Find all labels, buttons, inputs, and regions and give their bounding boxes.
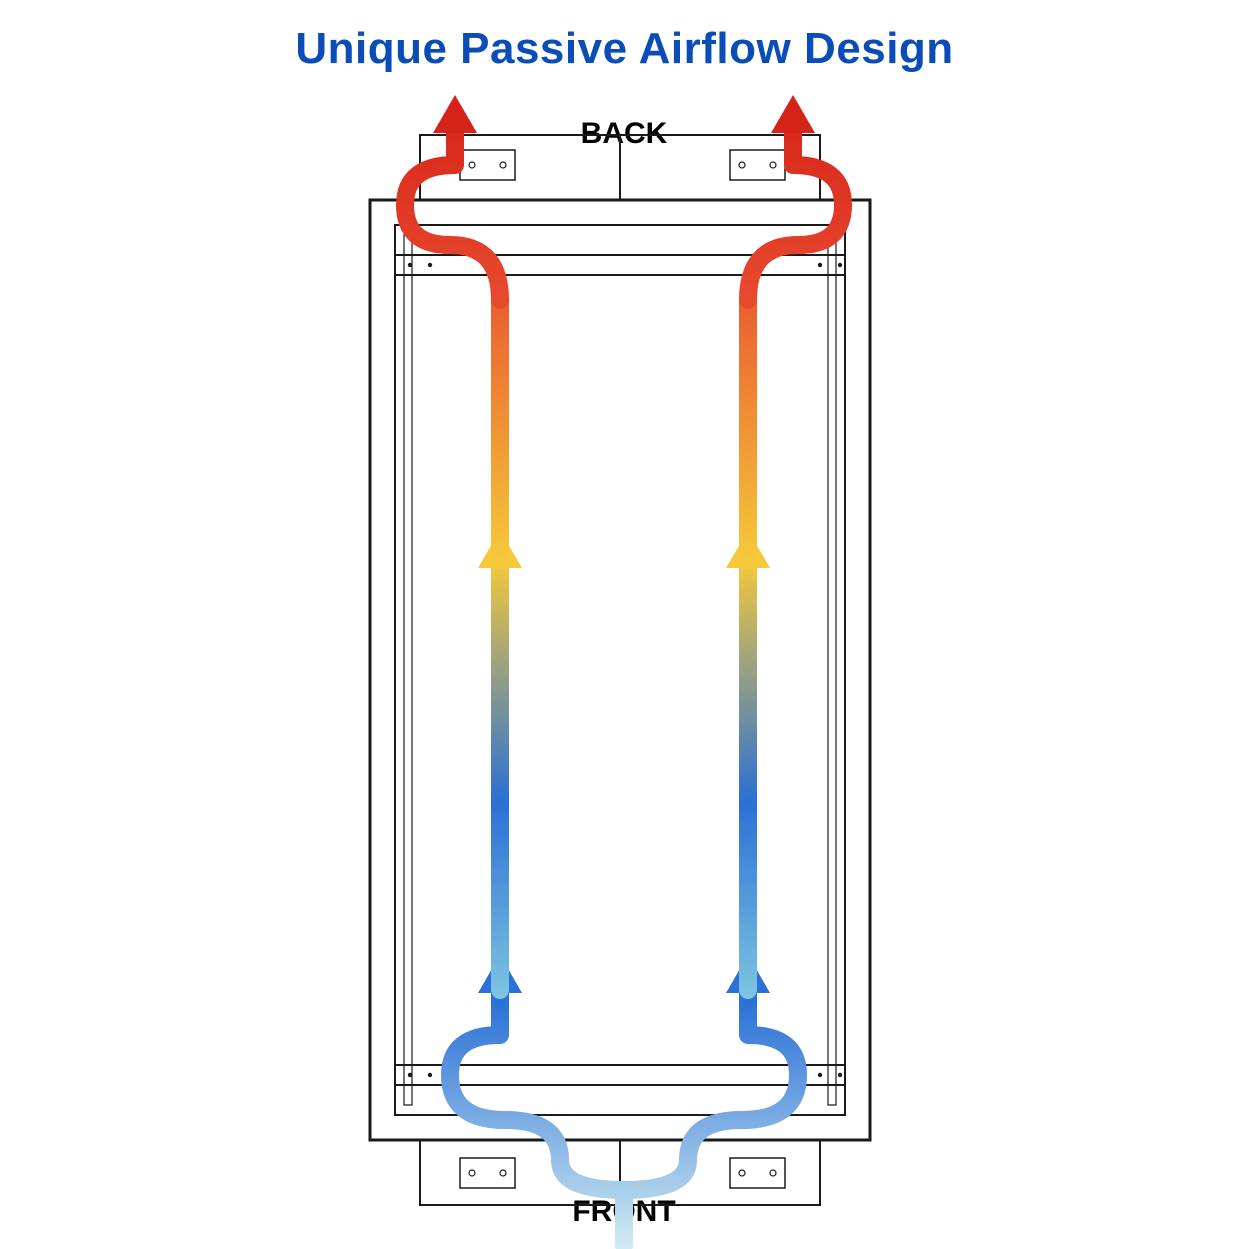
airflow-diagram — [0, 0, 1249, 1249]
airflow-arrows — [405, 95, 843, 1245]
